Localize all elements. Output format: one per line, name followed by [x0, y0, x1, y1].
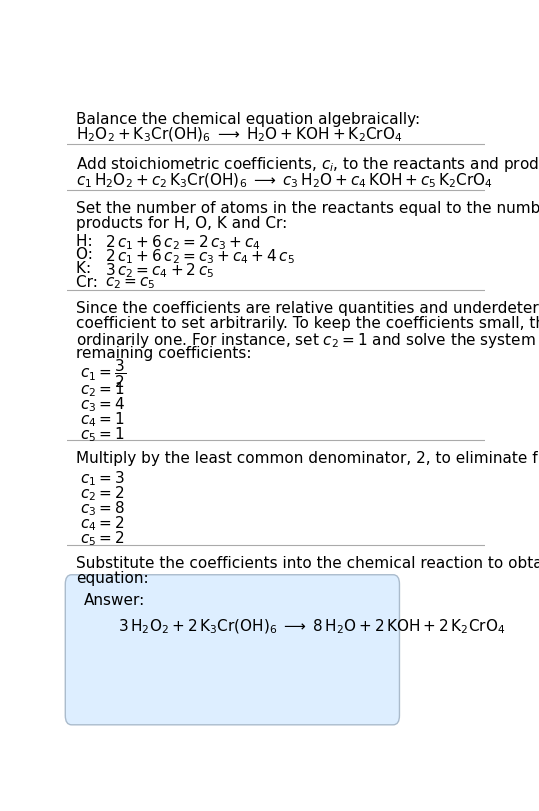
Text: $c_5 = 1$: $c_5 = 1$ [80, 424, 125, 444]
Text: $c_1 = \dfrac{3}{2}$: $c_1 = \dfrac{3}{2}$ [80, 357, 126, 389]
Text: ordinarily one. For instance, set $c_2 = 1$ and solve the system of equations fo: ordinarily one. For instance, set $c_2 =… [75, 331, 539, 350]
Text: $c_4 = 1$: $c_4 = 1$ [80, 410, 125, 428]
Text: Answer:: Answer: [84, 592, 146, 607]
Text: Balance the chemical equation algebraically:: Balance the chemical equation algebraica… [75, 112, 420, 127]
Text: products for H, O, K and Cr:: products for H, O, K and Cr: [75, 216, 287, 231]
Text: O:: O: [75, 247, 108, 262]
Text: $3\,c_2 = c_4 + 2\,c_5$: $3\,c_2 = c_4 + 2\,c_5$ [105, 261, 214, 280]
Text: $c_4 = 2$: $c_4 = 2$ [80, 513, 125, 532]
Text: $c_3 = 8$: $c_3 = 8$ [80, 498, 125, 517]
Text: equation:: equation: [75, 570, 148, 585]
Text: K:: K: [75, 261, 106, 276]
Text: Cr:: Cr: [75, 275, 105, 290]
Text: Since the coefficients are relative quantities and underdetermined, choose a: Since the coefficients are relative quan… [75, 301, 539, 315]
Text: $c_1\,\mathrm{H_2O_2} + c_2\,\mathrm{K_3Cr(OH)_6} \;\longrightarrow\; c_3\,\math: $c_1\,\mathrm{H_2O_2} + c_2\,\mathrm{K_3… [75, 171, 493, 190]
Text: $2\,c_1 + 6\,c_2 = 2\,c_3 + c_4$: $2\,c_1 + 6\,c_2 = 2\,c_3 + c_4$ [105, 234, 261, 252]
Text: Substitute the coefficients into the chemical reaction to obtain the balanced: Substitute the coefficients into the che… [75, 555, 539, 570]
Text: $c_1 = 3$: $c_1 = 3$ [80, 468, 125, 487]
Text: $c_2 = 2$: $c_2 = 2$ [80, 483, 125, 502]
Text: $2\,c_1 + 6\,c_2 = c_3 + c_4 + 4\,c_5$: $2\,c_1 + 6\,c_2 = c_3 + c_4 + 4\,c_5$ [105, 247, 295, 266]
Text: remaining coefficients:: remaining coefficients: [75, 345, 251, 361]
Text: $\mathrm{H_2O_2 + K_3Cr(OH)_6 \;\longrightarrow\; H_2O + KOH + K_2CrO_4}$: $\mathrm{H_2O_2 + K_3Cr(OH)_6 \;\longrig… [75, 126, 402, 144]
Text: H:: H: [75, 234, 108, 248]
Text: Add stoichiometric coefficients, $c_i$, to the reactants and products:: Add stoichiometric coefficients, $c_i$, … [75, 155, 539, 174]
Text: $c_2 = 1$: $c_2 = 1$ [80, 380, 125, 398]
Text: $3\,\mathrm{H_2O_2} + 2\,\mathrm{K_3Cr(OH)_6} \;\longrightarrow\; 8\,\mathrm{H_2: $3\,\mathrm{H_2O_2} + 2\,\mathrm{K_3Cr(O… [118, 617, 505, 635]
Text: $c_2 = c_5$: $c_2 = c_5$ [105, 275, 155, 290]
Text: Set the number of atoms in the reactants equal to the number of atoms in the: Set the number of atoms in the reactants… [75, 201, 539, 216]
Text: coefficient to set arbitrarily. To keep the coefficients small, the arbitrary va: coefficient to set arbitrarily. To keep … [75, 315, 539, 331]
Text: $c_3 = 4$: $c_3 = 4$ [80, 395, 125, 414]
Text: Multiply by the least common denominator, 2, to eliminate fractional coefficient: Multiply by the least common denominator… [75, 451, 539, 466]
Text: $c_5 = 2$: $c_5 = 2$ [80, 528, 125, 547]
FancyBboxPatch shape [65, 575, 399, 725]
